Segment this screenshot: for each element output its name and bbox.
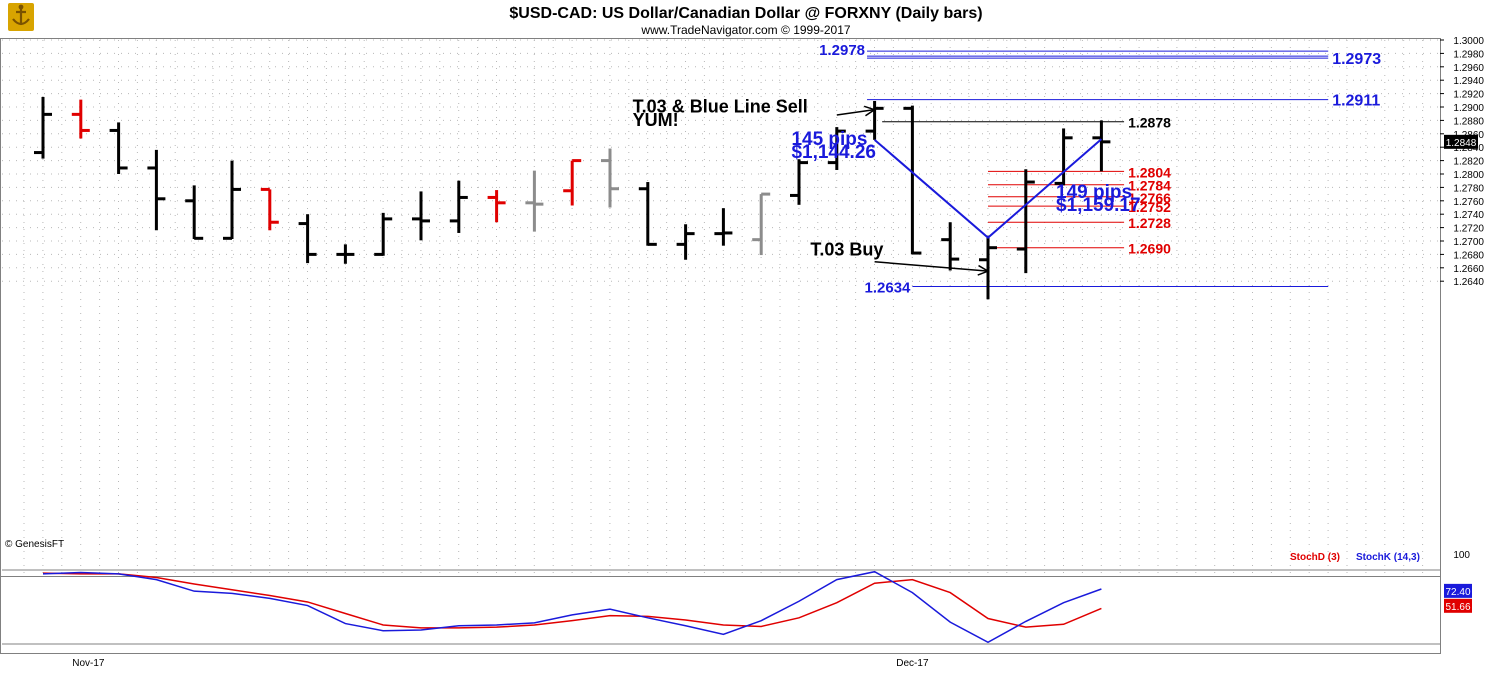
annotation-arrow bbox=[836, 108, 875, 116]
chart-annotation: $1,159.17 bbox=[1056, 195, 1141, 216]
stoch-legend-label: StochD (3) bbox=[1290, 552, 1340, 563]
chart-subtitle: www.TradeNavigator.com © 1999-2017 bbox=[640, 23, 850, 37]
level-label: 1.2766 bbox=[1128, 190, 1171, 206]
annotation-arrow bbox=[874, 261, 989, 272]
level-label: 1.2752 bbox=[1128, 199, 1171, 215]
y-tick-label: 1.2660 bbox=[1453, 264, 1484, 275]
x-axis-label: Dec-17 bbox=[896, 658, 929, 669]
chart-annotation: 149 pips bbox=[1056, 182, 1132, 203]
chart-title: $USD-CAD: US Dollar/Canadian Dollar @ FO… bbox=[509, 5, 982, 22]
stoch-panel-frame bbox=[0, 576, 1441, 654]
level-label: 1.2973 bbox=[1332, 51, 1381, 68]
last-price-label: 1.2848 bbox=[1446, 138, 1477, 149]
zigzag-line bbox=[873, 138, 1103, 239]
y-tick-label: 1.2720 bbox=[1453, 224, 1484, 235]
y-tick-label: 1.2940 bbox=[1453, 76, 1484, 87]
stoch-legend-label: StochK (14,3) bbox=[1356, 552, 1420, 563]
chart-annotation: T.03 Buy bbox=[810, 240, 883, 260]
y-tick-label: 1.2920 bbox=[1453, 90, 1484, 101]
y-tick-label: 1.2740 bbox=[1453, 210, 1484, 221]
x-axis-label: Nov-17 bbox=[72, 658, 105, 669]
y-tick-label: 1.2780 bbox=[1453, 183, 1484, 194]
y-tick-label: 1.2880 bbox=[1453, 116, 1484, 127]
y-tick-label: 1.2640 bbox=[1453, 277, 1484, 288]
y-tick-label: 1.3000 bbox=[1453, 36, 1484, 47]
chart-annotation: YUM! bbox=[633, 110, 679, 130]
stoch-tick-label: 100 bbox=[1453, 550, 1470, 561]
y-tick-label: 1.2820 bbox=[1453, 157, 1484, 168]
level-label: 1.2804 bbox=[1128, 164, 1171, 180]
y-tick-label: 1.2760 bbox=[1453, 197, 1484, 208]
stochD-value-tag bbox=[1444, 598, 1472, 613]
stochK-value-label: 72.40 bbox=[1445, 587, 1470, 598]
level-label: 1.2728 bbox=[1128, 215, 1171, 231]
y-tick-label: 1.2980 bbox=[1453, 49, 1484, 60]
y-tick-label: 1.2900 bbox=[1453, 103, 1484, 114]
annotation-arrowhead bbox=[977, 264, 990, 276]
stoch-series-line bbox=[42, 570, 1102, 644]
level-label: 1.2634 bbox=[865, 280, 912, 297]
y-tick-label: 1.2680 bbox=[1453, 250, 1484, 261]
level-label: 1.2784 bbox=[1128, 178, 1171, 194]
y-tick-label: 1.2800 bbox=[1453, 170, 1484, 181]
stoch-series-line bbox=[42, 572, 1102, 629]
copyright-label: © GenesisFT bbox=[5, 539, 64, 550]
anchor-logo-icon bbox=[8, 3, 34, 31]
annotation-arrowhead bbox=[863, 105, 877, 117]
y-tick-label: 1.2960 bbox=[1453, 63, 1484, 74]
level-label: 1.2978 bbox=[819, 42, 865, 59]
level-label: 1.2878 bbox=[1128, 115, 1171, 131]
chart-annotation: 145 pips bbox=[791, 129, 867, 150]
last-price-tag bbox=[1444, 134, 1478, 149]
y-tick-label: 1.2700 bbox=[1453, 237, 1484, 248]
chart-annotation: T.03 & Blue Line Sell bbox=[633, 96, 808, 116]
chart-annotation: $1,144.26 bbox=[791, 142, 876, 163]
stochD-value-label: 51.66 bbox=[1445, 602, 1470, 613]
level-label: 1.2911 bbox=[1332, 93, 1380, 110]
stochK-value-tag bbox=[1444, 583, 1472, 598]
level-label: 1.2690 bbox=[1128, 241, 1171, 257]
